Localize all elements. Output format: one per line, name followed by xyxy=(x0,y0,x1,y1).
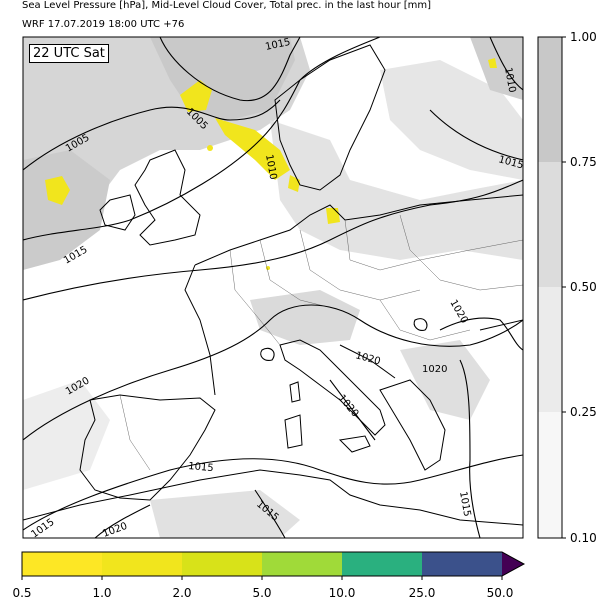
precip-tick-label: 0.5 xyxy=(12,586,32,600)
isobar-label: 1015 xyxy=(457,491,472,518)
precip-tick-label: 50.0 xyxy=(486,586,514,600)
isobar-label: 1010 xyxy=(263,154,278,181)
cloud-cover-layer xyxy=(23,37,523,538)
cloud-tick-label: 1.00 xyxy=(570,30,597,44)
precip-colorbar xyxy=(21,551,526,580)
valid-time-label: 22 UTC Sat xyxy=(29,44,109,63)
isobars-layer xyxy=(23,37,523,538)
map-frame xyxy=(22,36,524,539)
cloud-cover-colorbar xyxy=(537,36,566,539)
isobar-label: 1015 xyxy=(188,461,214,474)
precip-tick-label: 25.0 xyxy=(408,586,436,600)
map-title-line-1: Sea Level Pressure [hPa], Mid-Level Clou… xyxy=(22,0,432,11)
isobar-label: 1015 xyxy=(264,37,291,53)
map-title-line-2: WRF 17.07.2019 18:00 UTC +76 xyxy=(22,19,185,30)
precip-tick-label: 1.0 xyxy=(92,586,112,600)
cloud-tick-label: 0.25 xyxy=(570,405,597,419)
isobar-label: 1020 xyxy=(422,364,447,375)
borders-layer xyxy=(119,214,523,471)
precip-tick-label: 5.0 xyxy=(252,586,272,600)
cloud-tick-label: 0.10 xyxy=(570,531,597,545)
map-panel: 1015 1010 1005 1015 1010 1005 1015 1015 … xyxy=(23,37,523,538)
isobar-label: 1010 xyxy=(502,67,517,94)
precip-tick-label: 10.0 xyxy=(328,586,356,600)
coastlines-layer xyxy=(23,44,523,526)
cloud-tick-label: 0.50 xyxy=(570,280,597,294)
cloud-tick-label: 0.75 xyxy=(570,155,597,169)
precip-tick-label: 2.0 xyxy=(172,586,192,600)
